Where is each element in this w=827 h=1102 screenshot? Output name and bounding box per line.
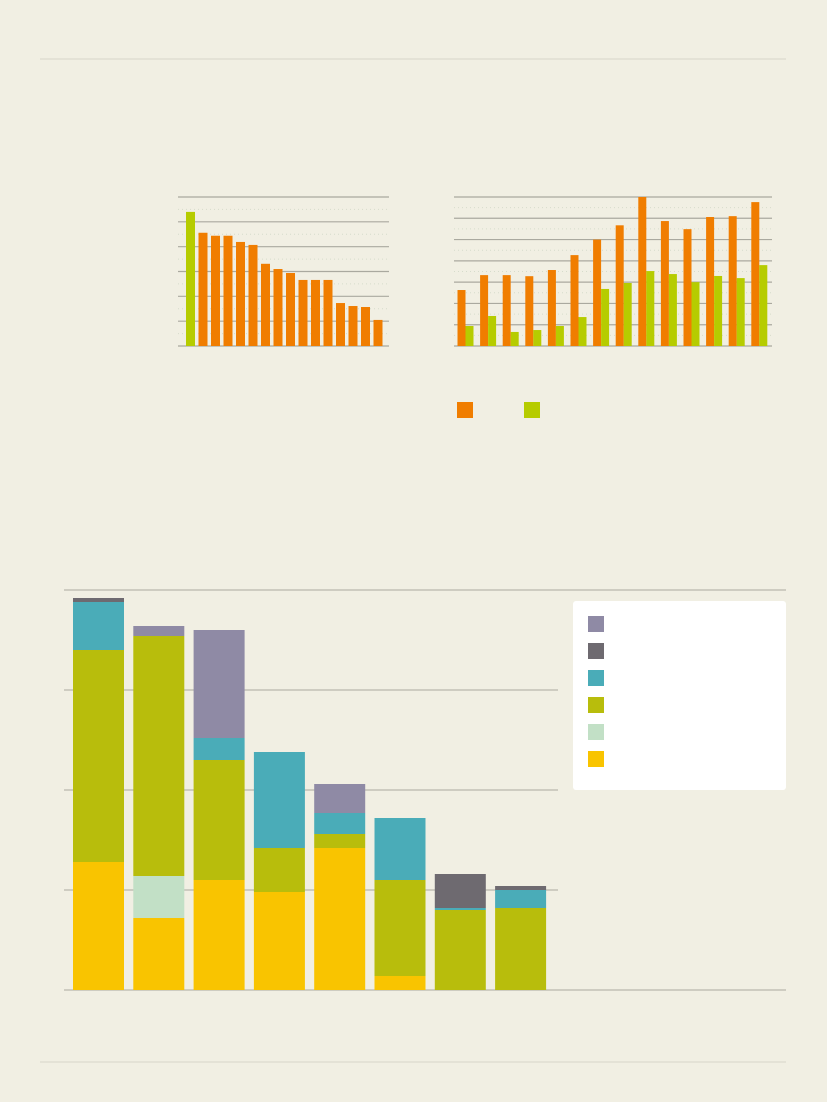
bar-orange — [547, 270, 556, 346]
stack-segment-olive — [193, 760, 245, 880]
stack-segment-dark_gray — [434, 874, 486, 908]
stack-segment-dark_gray — [73, 598, 124, 602]
bar-lime — [714, 275, 723, 346]
legend-swatch-lime — [524, 402, 540, 418]
legend-swatch-teal — [588, 670, 604, 686]
bar-lime — [759, 265, 768, 346]
legend-swatch-purple_gray — [588, 616, 604, 632]
bar — [323, 279, 333, 346]
stack-segment-teal — [495, 890, 547, 908]
stack-segment-yellow — [253, 892, 305, 990]
bar — [361, 307, 370, 346]
stack-segment-olive — [73, 650, 124, 862]
stacked-bar-legend — [573, 601, 786, 790]
bar — [348, 306, 358, 346]
bar — [236, 241, 245, 346]
bar — [298, 279, 308, 346]
bar — [336, 303, 345, 346]
bar-orange — [706, 217, 715, 346]
stack-segment-dark_gray — [495, 886, 547, 890]
stack-segment-purple_gray — [314, 784, 366, 813]
stack-segment-yellow — [193, 880, 245, 990]
bar-lime — [736, 278, 745, 346]
bar — [373, 319, 383, 346]
bar-orange — [615, 225, 624, 346]
grouped-bar-chart — [454, 196, 772, 347]
legend-swatch-dark_gray — [588, 643, 604, 659]
bar-orange — [570, 255, 579, 346]
legend-swatch-light_green — [588, 724, 604, 740]
legend-swatch-orange — [457, 402, 473, 418]
bar — [311, 279, 320, 346]
bar-orange — [502, 275, 511, 346]
stack-segment-teal — [253, 752, 305, 848]
stack-segment-yellow — [73, 862, 124, 990]
bar — [248, 244, 258, 346]
stack-segment-light_green — [133, 876, 185, 918]
stack-segment-olive — [133, 636, 185, 876]
bar-lime — [465, 325, 474, 346]
bar — [198, 232, 208, 346]
stack-segment-teal — [314, 813, 366, 834]
legend-box — [573, 601, 786, 790]
bar-orange — [525, 276, 534, 346]
bar-lime — [488, 315, 497, 346]
bar-orange — [593, 239, 602, 346]
bar-orange — [638, 197, 647, 346]
bar-lime — [510, 331, 519, 346]
stacked-bar-chart — [64, 589, 786, 991]
stack-segment-yellow — [133, 918, 185, 990]
bar-orange — [660, 221, 669, 346]
grouped-bar-legend — [457, 402, 540, 418]
bar — [223, 235, 233, 346]
legend-swatch-yellow — [588, 751, 604, 767]
stack-segment-olive — [314, 834, 366, 848]
stack-segment-olive — [253, 848, 305, 892]
bar — [273, 269, 283, 346]
bar-orange — [683, 229, 692, 346]
bar-lime — [668, 274, 677, 346]
bar-orange — [457, 290, 466, 346]
bar-lime — [646, 271, 655, 346]
ranking-bar-chart — [178, 196, 389, 347]
bar-lime — [533, 330, 542, 346]
stack-segment-yellow — [374, 976, 426, 990]
bar — [286, 272, 295, 346]
bar-lime — [623, 282, 632, 346]
bar-orange — [480, 275, 489, 346]
bar-lime — [555, 325, 564, 346]
stack-segment-olive — [434, 910, 486, 990]
bar-orange — [751, 202, 760, 346]
stack-segment-teal — [434, 908, 486, 910]
stack-segment-teal — [73, 602, 124, 650]
bar — [186, 211, 195, 346]
bar — [261, 263, 270, 346]
bar — [211, 235, 220, 346]
stack-segment-olive — [374, 880, 426, 976]
stack-segment-teal — [374, 818, 426, 880]
bar-orange — [728, 216, 737, 346]
stack-segment-yellow — [314, 848, 366, 990]
bar-lime — [601, 288, 610, 346]
stack-segment-purple_gray — [133, 626, 185, 636]
stack-segment-purple_gray — [193, 630, 245, 738]
stack-segment-olive — [495, 908, 547, 990]
legend-swatch-olive — [588, 697, 604, 713]
bar-lime — [578, 317, 587, 346]
bar-lime — [691, 282, 700, 346]
stack-segment-teal — [193, 738, 245, 760]
